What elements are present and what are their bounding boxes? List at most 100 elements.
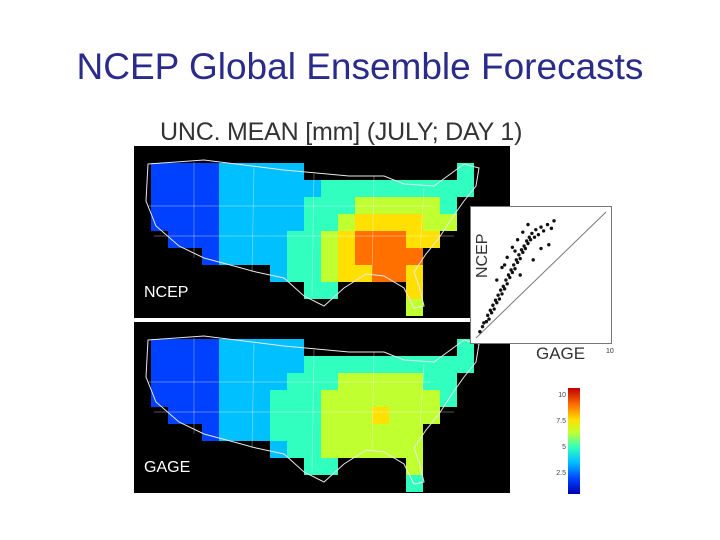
map-grid-cell [372,356,389,373]
map-grid-cell [304,373,321,390]
map-grid-cell [202,214,219,231]
map-grid-cell [236,163,253,180]
scatter-point [526,241,530,246]
map-grid-cell [168,390,185,407]
map-panel-ncep: NCEP [134,146,510,318]
map-grid-cell [270,373,287,390]
scatter-point [545,222,550,227]
map-grid-cell [253,339,270,356]
map-grid-cell [287,265,304,282]
scatter-point [518,256,522,261]
map-grid-cell [304,458,321,475]
map-grid-cell [338,180,355,197]
map-grid-cell [236,231,253,248]
map-grid-cell [219,248,236,265]
map-grid-cell [219,214,236,231]
map-grid-cell [185,163,202,180]
map-grid-cell [389,265,406,282]
scatter-point [502,287,507,291]
map-grid-cell [338,441,355,458]
state-border [311,349,315,473]
scatter-point [491,303,495,307]
map-grid-cell [202,163,219,180]
map-grid-cell [168,339,185,356]
map-grid-cell [423,356,440,373]
map-grid-cell [457,339,474,356]
map-grid-cell [423,231,440,248]
map-grid-cell [219,197,236,214]
scatter-point [528,238,533,242]
map-grid-cell [287,180,304,197]
map-grid-cell [423,390,440,407]
map-grid-cell [423,214,440,231]
map-grid-cell [253,356,270,373]
map-grid-cell [287,407,304,424]
map-grid-cell [440,356,457,373]
map-grid-cell [236,180,253,197]
map-ncep [145,159,480,316]
scatter-point [480,324,485,329]
scatter-point [515,238,520,242]
scatter-point [496,293,500,297]
map-grid-cell [423,373,440,390]
map-grid-cell [423,180,440,197]
map-grid-cell [185,180,202,197]
scatter-point [500,292,504,296]
map-grid-cell [304,282,321,299]
map-grid-cell [304,390,321,407]
scatter-point [518,273,522,277]
scatter-point [509,268,513,272]
scatter-point [512,263,516,267]
map-grid-cell [236,373,253,390]
map-grid-cell [270,407,287,424]
scatter-point [508,275,512,280]
map-grid-cell [389,373,406,390]
map-grid-cell [304,214,321,231]
map-grid-cell [270,180,287,197]
map-grid-cell [372,441,389,458]
panel-label-gage: GAGE [144,459,191,476]
map-grid-cell [185,356,202,373]
map-grid-cell [151,197,168,214]
scatter-point [531,258,535,262]
scatter-ylabel: NCEP [474,233,491,278]
scatter-plot [470,206,612,344]
map-grid-cell [440,180,457,197]
map-grid-cell [219,390,236,407]
map-grid-cell [321,265,338,282]
map-grid-cell [372,214,389,231]
map-grid-cell [253,163,270,180]
scatter-points [478,219,556,334]
map-grid-cell [389,424,406,441]
map-grid-cell [338,356,355,373]
map-grid-cell [338,248,355,265]
map-grid-cell [253,180,270,197]
scatter-point [495,278,499,282]
map-grid-cell [321,282,338,299]
map-grid-cell [440,373,457,390]
map-grid-cell [202,407,219,424]
map-grid-cell [321,373,338,390]
scatter-point [519,248,524,252]
map-grid-cell [338,197,355,214]
scatter-point [541,229,546,233]
scatter-x-end-tick: 10 [606,348,614,355]
map-grid-cell [287,390,304,407]
map-grid-cell [202,390,219,407]
map-grid-cell [338,265,355,282]
map-grid-cell [304,441,321,458]
map-gage [145,335,480,492]
map-grid-cell [185,231,202,248]
map-grid-cell [202,180,219,197]
map-grid-cell [304,356,321,373]
map-grid-cell [457,180,474,197]
map-grid-cell [185,197,202,214]
map-grid-cell [185,373,202,390]
scatter-point [539,225,543,229]
scatter-point [505,282,509,286]
map-grid-cell [236,424,253,441]
scatter-point [515,260,520,265]
scatter-point [523,246,528,251]
map-grid-cell [253,424,270,441]
map-grid-cell [151,214,168,231]
